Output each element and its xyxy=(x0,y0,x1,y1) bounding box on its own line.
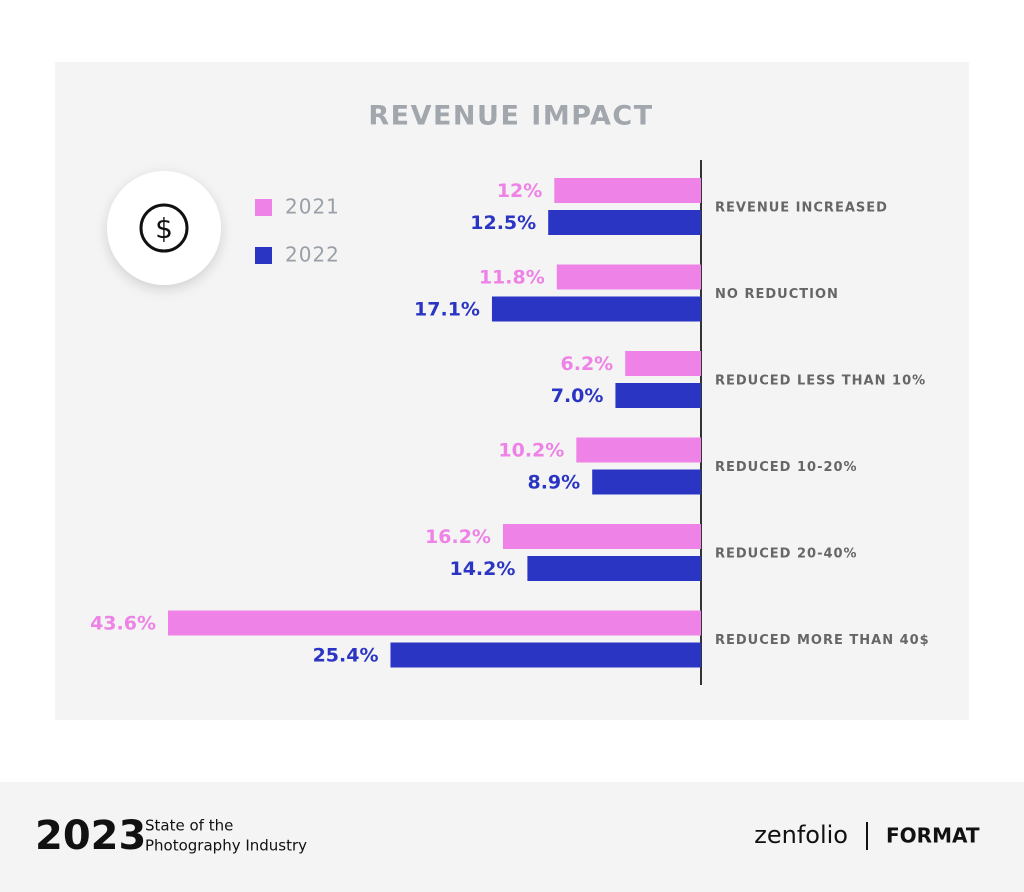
bar xyxy=(491,296,701,322)
value-label: 8.9% xyxy=(527,472,580,494)
value-label: 14.2% xyxy=(449,558,515,580)
bar xyxy=(502,524,701,549)
bar xyxy=(556,264,701,290)
bar xyxy=(390,642,701,668)
bar xyxy=(615,383,701,408)
dollar-icon: $ xyxy=(107,171,221,285)
category-label: NO REDUCTION xyxy=(715,287,839,302)
footer-band xyxy=(0,782,1024,892)
bar xyxy=(548,210,701,235)
footer-year: 2023 xyxy=(35,813,146,859)
svg-text:$: $ xyxy=(155,212,173,245)
bar xyxy=(592,469,701,495)
brand-logo: FORMAT xyxy=(886,824,980,848)
category-label: REDUCED 10-20% xyxy=(715,460,858,475)
value-label: 11.8% xyxy=(479,267,545,289)
bar xyxy=(527,556,701,581)
category-label: REVENUE INCREASED xyxy=(715,201,888,216)
brand-logo: zenfolio xyxy=(754,821,848,849)
chart-panel xyxy=(55,62,969,720)
legend-swatch xyxy=(255,199,272,216)
legend-label: 2021 xyxy=(285,195,340,219)
footer-subtitle: State of the xyxy=(145,817,233,835)
bar xyxy=(625,351,701,376)
category-label: REDUCED MORE THAN 40$ xyxy=(715,633,930,648)
category-label: REDUCED 20-40% xyxy=(715,547,858,562)
value-label: 17.1% xyxy=(414,299,480,321)
value-label: 6.2% xyxy=(561,353,614,375)
bar xyxy=(554,178,701,203)
value-label: 12.5% xyxy=(470,212,536,234)
footer-subtitle: Photography Industry xyxy=(145,837,307,855)
value-label: 12% xyxy=(497,180,542,202)
bar xyxy=(168,610,701,636)
bar xyxy=(576,437,701,463)
value-label: 7.0% xyxy=(551,385,604,407)
legend-label: 2022 xyxy=(285,243,340,267)
chart-title: REVENUE IMPACT xyxy=(368,101,653,132)
category-label: REDUCED LESS THAN 10% xyxy=(715,374,926,389)
value-label: 10.2% xyxy=(498,440,564,462)
legend-swatch xyxy=(255,247,272,264)
value-label: 25.4% xyxy=(313,645,379,667)
value-label: 16.2% xyxy=(425,526,491,548)
value-label: 43.6% xyxy=(90,613,156,635)
